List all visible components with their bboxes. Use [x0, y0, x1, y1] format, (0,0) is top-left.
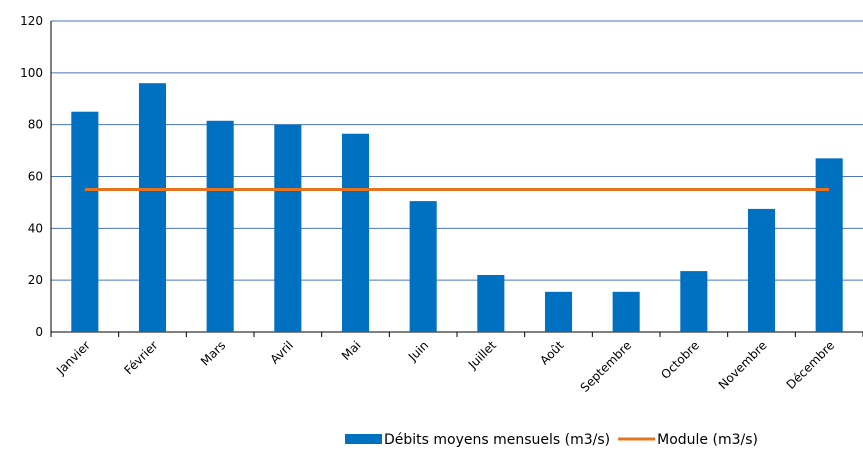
x-tick-label: Novembre — [716, 338, 770, 392]
x-tick-label: Février — [121, 338, 160, 377]
x-tick-label: Août — [537, 338, 567, 368]
y-tick-label: 100 — [20, 66, 43, 80]
x-tick-label: Décembre — [784, 338, 838, 392]
legend-swatch — [345, 434, 382, 444]
bar — [341, 133, 370, 332]
bar — [747, 208, 776, 332]
y-tick-label: 120 — [20, 14, 43, 28]
bar — [544, 291, 573, 332]
x-tick-label: Mars — [198, 338, 228, 368]
legend-label: Débits moyens mensuels (m3/s) — [384, 432, 610, 448]
bar — [477, 274, 505, 332]
y-tick-label: 0 — [35, 325, 43, 339]
y-tick-label: 80 — [28, 118, 43, 132]
bar — [206, 120, 234, 332]
bar — [409, 201, 437, 332]
bar — [815, 158, 843, 332]
bar — [612, 291, 640, 332]
bar — [274, 124, 302, 333]
bar — [71, 111, 99, 332]
y-tick-label: 60 — [28, 170, 43, 184]
x-tick-label: Avril — [268, 338, 296, 366]
x-tick-label: Juillet — [465, 338, 499, 372]
x-tick-label: Juin — [405, 338, 431, 364]
bar — [680, 271, 708, 332]
x-tick-label: Septembre — [578, 338, 635, 395]
legend-label: Module (m3/s) — [657, 432, 758, 448]
x-tick-label: Janvier — [53, 338, 93, 378]
x-tick-label: Mai — [339, 338, 364, 363]
legend: Débits moyens mensuels (m3/s) Module (m3/… — [345, 432, 758, 448]
y-tick-label: 40 — [28, 221, 43, 235]
y-tick-label: 20 — [28, 273, 43, 287]
bar — [138, 83, 167, 332]
x-tick-label: Octobre — [658, 338, 702, 382]
